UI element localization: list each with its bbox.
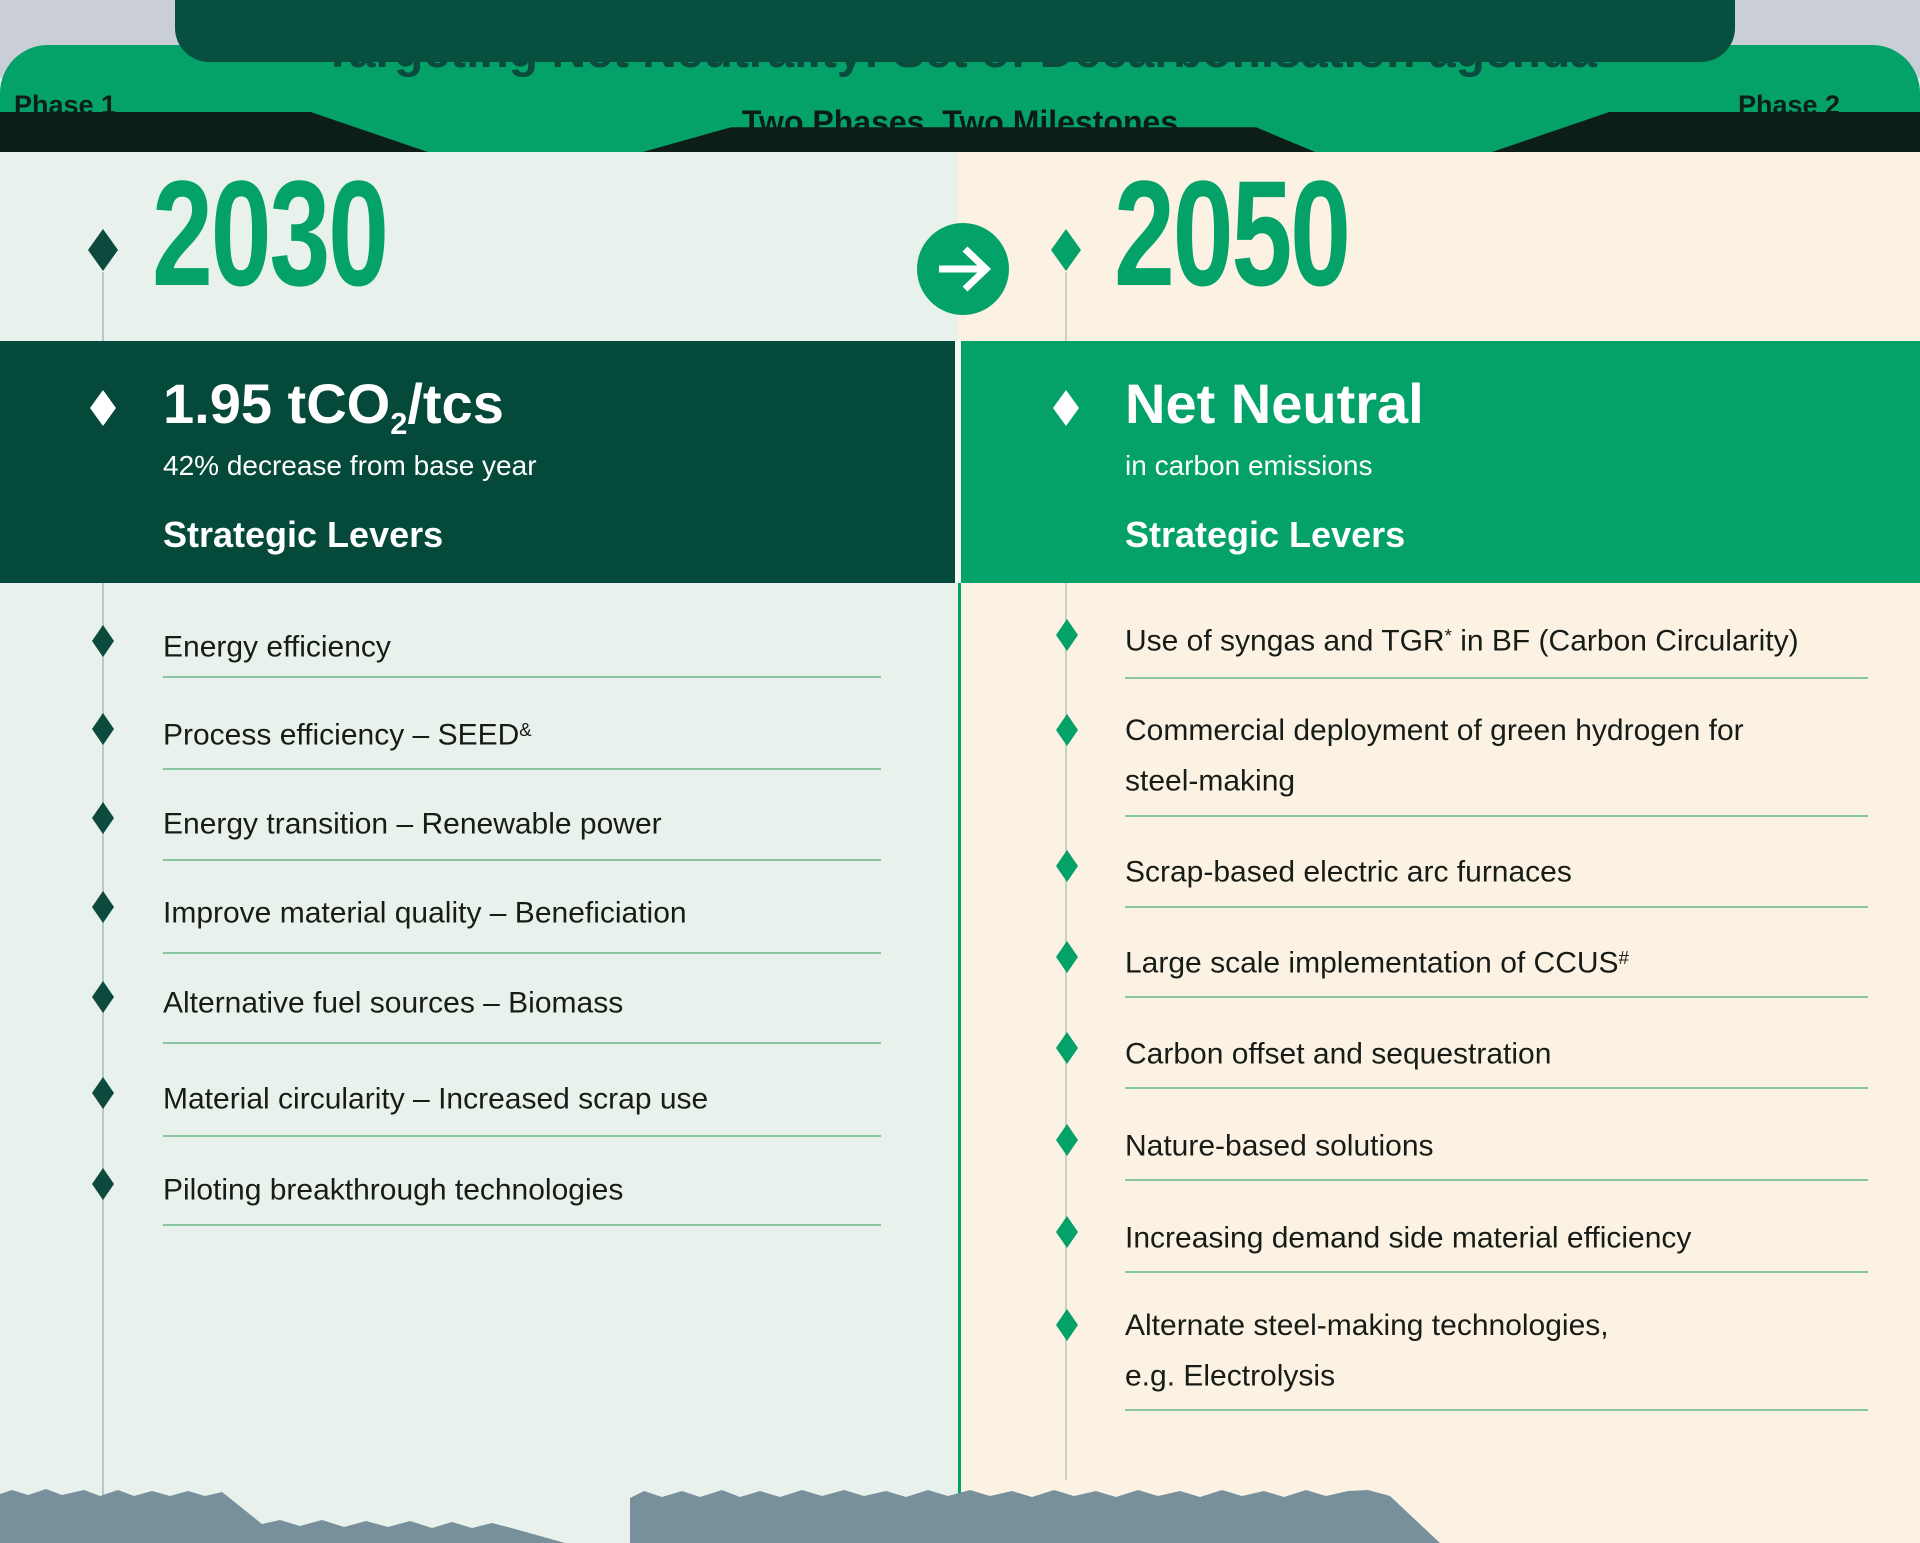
target-2050: Net Neutral: [1125, 372, 1424, 435]
list-item: Use of syngas and TGR* in BF (Carbon Cir…: [1125, 624, 1799, 658]
item-underline: [1125, 1087, 1868, 1089]
levers-heading-2050: Strategic Levers: [1125, 514, 1406, 555]
list-bullet-icon: [92, 1077, 114, 1109]
list-bullet-icon: [1056, 714, 1078, 746]
item-underline: [163, 1135, 881, 1137]
list-item: Improve material quality – Beneficiation: [163, 896, 687, 930]
list-bullet-icon: [1056, 1124, 1078, 1156]
co2-subscript: 2: [390, 405, 408, 441]
item-underline: [163, 768, 881, 770]
right-arrow-icon: [939, 246, 992, 292]
list-bullet-icon: [92, 981, 114, 1013]
list-bullet-icon: [92, 802, 114, 834]
list-item: Energy efficiency: [163, 630, 391, 664]
item-underline: [1125, 996, 1868, 998]
list-item: Nature-based solutions: [1125, 1129, 1434, 1163]
item-underline: [163, 859, 881, 861]
item-underline: [1125, 906, 1868, 908]
list-item: Carbon offset and sequestration: [1125, 1037, 1552, 1071]
item-underline: [163, 1042, 881, 1044]
list-bullet-icon: [1056, 1309, 1078, 1341]
item-underline: [1125, 1179, 1868, 1181]
list-item: Increasing demand side material efficien…: [1125, 1221, 1692, 1255]
list-bullet-icon: [1056, 619, 1078, 651]
list-item: Large scale implementation of CCUS#: [1125, 946, 1629, 980]
item-underline: [1125, 815, 1868, 817]
list-bullet-icon: [1056, 1032, 1078, 1064]
target-band-2030: [0, 341, 955, 583]
list-bullet-icon: [92, 713, 114, 745]
list-item: Material circularity – Increased scrap u…: [163, 1082, 709, 1116]
band-divider-gap: [955, 341, 961, 583]
item-underline: [163, 952, 881, 954]
list-bullet-icon: [92, 891, 114, 923]
item-underline: [1125, 1409, 1868, 1411]
list-item: Energy transition – Renewable power: [163, 807, 662, 841]
list-item: Alternative fuel sources – Biomass: [163, 986, 624, 1020]
year-2050: 2050: [1114, 149, 1351, 317]
list-item: Commercial deployment of green hydrogen …: [1125, 714, 1744, 798]
year-2030: 2030: [152, 149, 389, 317]
target-note-2030: 42% decrease from base year: [163, 450, 537, 481]
item-underline: [163, 676, 881, 678]
list-item: Process efficiency – SEED&: [163, 718, 532, 752]
list-item: Alternate steel-making technologies, e.g…: [1125, 1309, 1609, 1393]
target-note-2050: in carbon emissions: [1125, 450, 1373, 481]
item-underline: [163, 1224, 881, 1226]
timeline-line-left: [102, 272, 104, 1497]
list-bullet-icon: [1056, 850, 1078, 882]
list-bullet-icon: [1056, 1216, 1078, 1248]
column-divider: [958, 583, 961, 1543]
list-bullet-icon: [1056, 941, 1078, 973]
list-bullet-icon: [92, 625, 114, 657]
item-underline: [1125, 1271, 1868, 1273]
list-item: Scrap-based electric arc furnaces: [1125, 855, 1572, 889]
target-band-2050: [961, 341, 1920, 583]
levers-heading-2030: Strategic Levers: [163, 514, 444, 555]
list-item: Piloting breakthrough technologies: [163, 1173, 624, 1207]
item-underline: [1125, 677, 1868, 679]
target-2030: 1.95 tCO2/tcs: [163, 372, 504, 441]
title-pill: [175, 0, 1735, 62]
list-bullet-icon: [92, 1168, 114, 1200]
footnote-cutoff-right: [630, 1490, 1440, 1543]
